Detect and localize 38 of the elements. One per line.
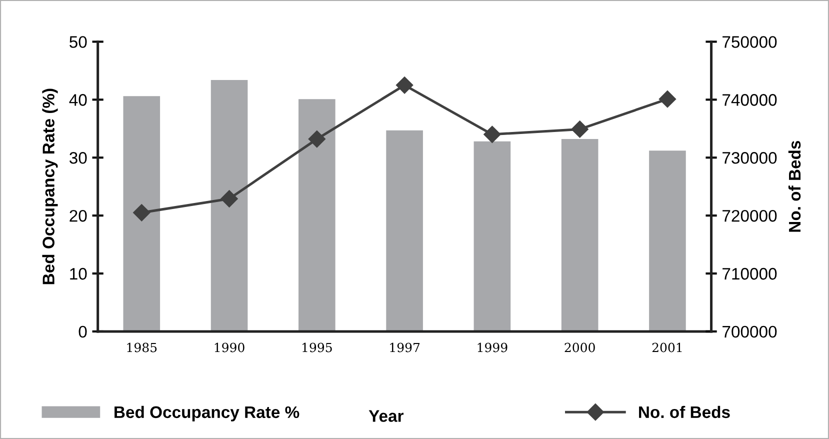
y2-tick-label: 720000 xyxy=(722,210,777,222)
point xyxy=(658,90,676,108)
bar xyxy=(649,150,686,332)
bar xyxy=(561,139,598,332)
legend-label: Bed Occupancy Rate % xyxy=(114,406,300,422)
y-tick-label: 30 xyxy=(70,152,87,164)
point xyxy=(396,76,414,94)
y2-tick-label: 750000 xyxy=(722,36,777,48)
x-tick-label: 1995 xyxy=(302,342,332,352)
bar xyxy=(474,141,511,332)
point xyxy=(308,130,326,148)
y-tick-label: 20 xyxy=(70,210,87,222)
bar xyxy=(386,130,423,332)
x-tick-label: 1997 xyxy=(390,342,420,352)
x-tick-label: 1990 xyxy=(214,342,244,352)
x-tick-label: 1985 xyxy=(127,342,157,352)
y2-tick-label: 730000 xyxy=(722,152,777,164)
y-axis-title: Bed Occupancy Rate (%) xyxy=(42,88,58,284)
y-tick-label: 0 xyxy=(78,326,87,338)
point xyxy=(133,204,150,222)
x-tick-label: 2001 xyxy=(652,342,682,352)
y2-tick-label: 700000 xyxy=(722,326,777,338)
bar xyxy=(210,80,248,332)
x-tick-label: 1999 xyxy=(478,342,508,352)
y2-tick-label: 740000 xyxy=(722,94,777,106)
point xyxy=(571,120,588,138)
y2-axis-title: No. of Beds xyxy=(788,140,801,232)
y-tick-label: 10 xyxy=(70,268,87,280)
point xyxy=(484,126,501,143)
bar xyxy=(123,96,160,332)
y-tick-label: 40 xyxy=(69,94,87,106)
y-tick-label: 50 xyxy=(70,36,87,48)
x-axis-title: Year xyxy=(368,410,404,422)
y2-tick-label: 710000 xyxy=(722,268,777,280)
point xyxy=(220,190,238,208)
bar xyxy=(298,99,336,332)
x-tick-label: 2000 xyxy=(564,342,595,352)
legend-label: No. of Beds xyxy=(639,406,730,418)
